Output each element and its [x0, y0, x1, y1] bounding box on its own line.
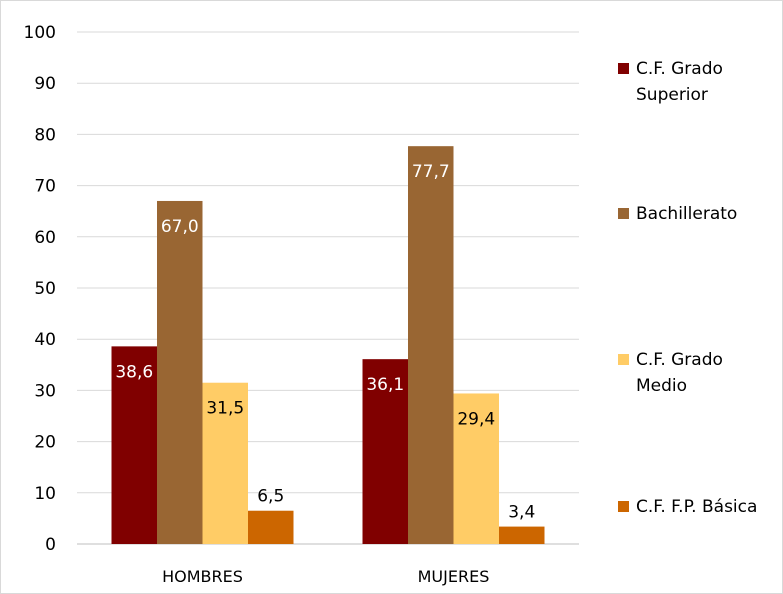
y-tick-label: 20 — [34, 433, 56, 453]
y-tick-label: 70 — [34, 177, 56, 197]
legend-label: C.F. F.P. Básica — [636, 497, 758, 517]
bar — [408, 146, 454, 544]
bar — [453, 393, 499, 544]
legend-item: C.F. Grado Superior — [618, 56, 776, 108]
y-tick-label: 10 — [34, 484, 56, 504]
x-category-label: MUJERES — [418, 567, 490, 586]
y-tick-label: 30 — [34, 381, 56, 401]
data-label: 3,4 — [508, 503, 535, 523]
x-category-label: HOMBRES — [162, 567, 243, 586]
legend-swatch — [618, 208, 629, 219]
data-label: 77,7 — [412, 162, 450, 182]
y-tick-label: 90 — [34, 74, 56, 94]
legend-item: C.F. Grado Medio — [618, 347, 776, 399]
y-tick-label: 40 — [34, 330, 56, 350]
y-tick-label: 100 — [24, 23, 56, 43]
legend-swatch — [618, 354, 629, 365]
legend-item: C.F. F.P. Básica — [618, 494, 776, 520]
bar — [202, 382, 248, 544]
y-tick-label: 60 — [34, 228, 56, 248]
data-label: 29,4 — [457, 409, 495, 429]
y-tick-label: 80 — [34, 125, 56, 145]
data-label: 36,1 — [366, 375, 404, 395]
data-label: 6,5 — [257, 487, 284, 507]
data-label: 38,6 — [115, 362, 153, 382]
y-tick-label: 0 — [45, 535, 56, 555]
legend-swatch — [618, 501, 629, 512]
bar — [499, 526, 545, 544]
y-tick-label: 50 — [34, 279, 56, 299]
legend-swatch — [618, 63, 629, 74]
bar — [111, 346, 157, 544]
legend-label: C.F. Grado Medio — [636, 350, 723, 396]
bar — [362, 359, 408, 544]
legend-label: Bachillerato — [636, 204, 738, 224]
bar-chart: 0 10 20 30 40 50 60 70 80 90 100 38,6 67,0 31,5 6,5 HOM… — [24, 23, 579, 586]
legend-label: C.F. Grado Superior — [636, 59, 723, 105]
bar — [248, 510, 294, 544]
data-label: 31,5 — [206, 399, 244, 419]
data-label: 67,0 — [161, 217, 199, 237]
bar — [157, 200, 203, 544]
legend-item: Bachillerato — [618, 201, 776, 227]
